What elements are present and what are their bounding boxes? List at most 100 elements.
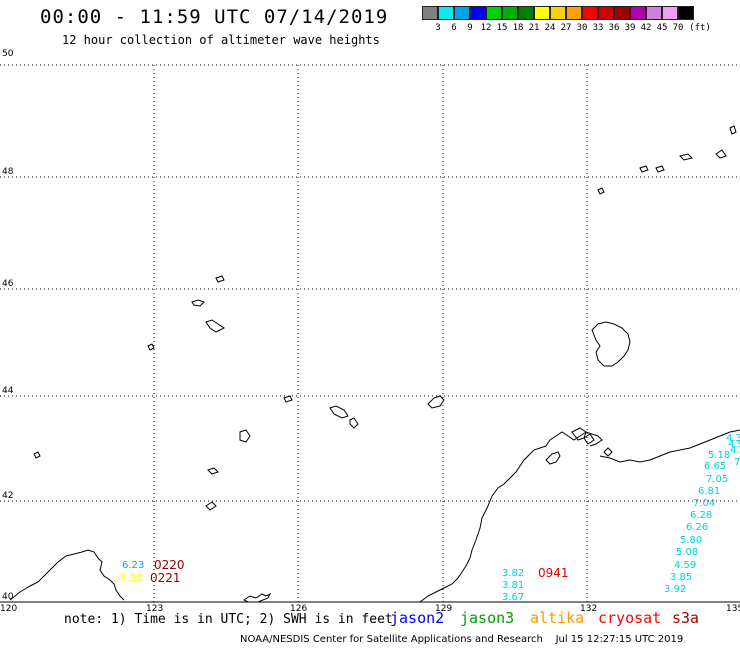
color-swatch xyxy=(662,6,678,20)
island-s xyxy=(583,433,595,445)
wave-height-label: 5.36 xyxy=(120,573,142,584)
color-swatch xyxy=(486,6,502,20)
ulleung-island xyxy=(243,592,272,603)
altimeter-observations: 4.394.944.745.1876.657.056.817.046.286.2… xyxy=(120,433,740,603)
observation-time-label: 0221 xyxy=(150,571,181,585)
color-scale-label: 12 xyxy=(480,23,492,33)
longitude-label: 120 xyxy=(0,604,17,614)
wave-height-label: 6.23 xyxy=(122,560,144,571)
color-scale-label: 18 xyxy=(512,23,524,33)
island-b xyxy=(191,299,205,307)
wave-height-label: 5.80 xyxy=(680,535,702,546)
island-l xyxy=(205,501,217,511)
island-g xyxy=(349,417,359,429)
noto-peninsula xyxy=(571,427,587,441)
color-scale-label: 36 xyxy=(608,23,620,33)
latitude-label: 44 xyxy=(2,386,14,396)
color-scale-labels: 3 6 9 12 15 18 21 24 27 30 33 36 39 42 45 70 (ft) xyxy=(422,23,740,37)
latitude-label: 42 xyxy=(2,491,13,501)
color-scale-label: (ft) xyxy=(689,23,711,33)
color-scale-label: 30 xyxy=(576,23,588,33)
island-e xyxy=(283,395,293,403)
korea-coastline xyxy=(9,549,125,601)
island-i xyxy=(239,429,251,443)
color-scale-swatches xyxy=(422,6,694,20)
map-title: 00:00 - 11:59 UTC 07/14/2019 xyxy=(40,6,389,28)
satellite-legend-altika: altika xyxy=(530,609,585,627)
latitude-gridlines xyxy=(0,64,740,502)
latitude-label: 48 xyxy=(2,167,14,177)
color-scale-label: 39 xyxy=(624,23,636,33)
island-m xyxy=(597,187,605,195)
units-note: note: 1) Time is in UTC; 2) SWH is in fe… xyxy=(64,612,393,627)
wave-height-color-scale: 3 6 9 12 15 18 21 24 27 30 33 36 39 42 45 70 (ft) xyxy=(422,6,711,33)
color-scale-label: 27 xyxy=(560,23,572,33)
color-scale-label: 70 xyxy=(672,23,684,33)
wave-height-label: 3.92 xyxy=(664,584,686,595)
wave-height-label: 7 xyxy=(734,457,740,468)
coastlines xyxy=(9,125,740,603)
wave-height-label: 4.39 xyxy=(726,433,740,444)
color-swatch xyxy=(438,6,454,20)
color-scale-label: 33 xyxy=(592,23,604,33)
latitude-label: 50 xyxy=(2,49,14,59)
island-c xyxy=(205,319,225,333)
island-a xyxy=(215,275,225,283)
longitude-gridlines xyxy=(153,65,588,602)
color-scale-label: 21 xyxy=(528,23,540,33)
color-scale-label: 24 xyxy=(544,23,556,33)
island-f xyxy=(329,405,349,419)
island-o xyxy=(655,165,665,173)
satellite-legend-s3a: s3a xyxy=(672,609,700,627)
wave-height-label: 3.81 xyxy=(502,580,524,591)
longitude-label: 135 xyxy=(726,604,740,614)
color-swatch xyxy=(502,6,518,20)
rishiri-island xyxy=(591,321,631,367)
observation-time-label: 0941 xyxy=(538,566,569,580)
sado-island xyxy=(545,451,561,465)
color-swatch xyxy=(646,6,662,20)
northern-honshu-coastline xyxy=(599,429,740,463)
longitude-label: 123 xyxy=(146,604,163,614)
latitude-labels: 50 48 46 44 42 40 xyxy=(2,49,14,602)
island-r xyxy=(729,125,737,135)
honshu-coastline xyxy=(419,431,603,603)
wave-height-label: 5.18 xyxy=(708,450,730,461)
island-j xyxy=(33,451,41,459)
color-swatch xyxy=(550,6,566,20)
color-scale-label: 9 xyxy=(467,23,473,33)
wave-height-label: 3.82 xyxy=(502,568,524,579)
wave-height-label: 4.59 xyxy=(674,560,696,571)
satellite-legend-cryosat: cryosat xyxy=(598,609,662,627)
island-q xyxy=(715,149,727,159)
oga-peninsula xyxy=(603,447,613,457)
latitude-label: 40 xyxy=(2,592,14,602)
color-scale-label: 42 xyxy=(640,23,652,33)
wave-height-label: 5.08 xyxy=(676,547,698,558)
wave-height-label: 6.65 xyxy=(704,461,726,472)
island-k xyxy=(207,467,219,475)
color-swatch xyxy=(582,6,598,20)
color-swatch xyxy=(614,6,630,20)
color-swatch xyxy=(470,6,486,20)
wave-height-label: 6.81 xyxy=(698,486,720,497)
satellite-legend-jason2: jason2 xyxy=(390,609,445,627)
wave-height-label: 4.74 xyxy=(730,445,740,456)
color-swatch xyxy=(598,6,614,20)
color-swatch xyxy=(566,6,582,20)
color-swatch xyxy=(534,6,550,20)
credit-line: NOAA/NESDIS Center for Satellite Applica… xyxy=(240,634,684,645)
color-swatch xyxy=(518,6,534,20)
wave-height-label: 4.94 xyxy=(728,439,740,450)
wave-height-label: 7.05 xyxy=(706,474,728,485)
longitude-label: 126 xyxy=(290,604,307,614)
color-scale-label: 45 xyxy=(656,23,668,33)
wave-height-label: 6.28 xyxy=(690,510,712,521)
observation-time-label: 0220 xyxy=(154,558,185,572)
color-swatch xyxy=(422,6,438,20)
island-d xyxy=(147,343,155,351)
map-subtitle: 12 hour collection of altimeter wave hei… xyxy=(62,33,380,47)
island-n xyxy=(639,165,649,173)
island-p xyxy=(679,153,693,161)
